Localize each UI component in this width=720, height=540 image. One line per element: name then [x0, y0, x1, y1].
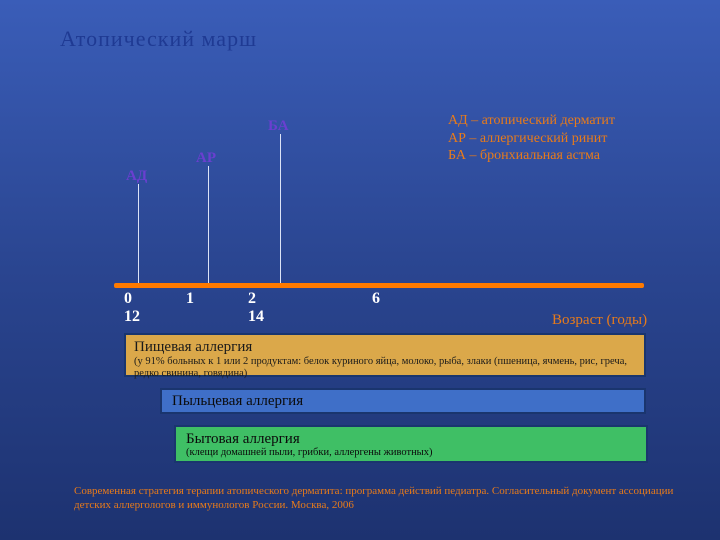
series-label: АР	[196, 150, 216, 167]
food-allergy-box: Пищевая аллергия (у 91% больных к 1 или …	[124, 333, 646, 377]
tick-label: 1	[186, 290, 194, 308]
x-axis-label: Возраст (годы)	[552, 312, 647, 329]
series-bar	[208, 166, 209, 284]
food-allergy-sub: (у 91% больных к 1 или 2 продуктам: бело…	[134, 356, 636, 379]
series-label: БА	[268, 118, 289, 135]
household-allergy-box: Бытовая аллергия (клещи домашней пыли, г…	[174, 425, 648, 463]
series-bar	[280, 134, 281, 284]
series-bar	[138, 184, 139, 284]
tick-label: 6	[372, 290, 380, 308]
x-axis	[114, 283, 644, 288]
pollen-allergy-box: Пыльцевая аллергия	[160, 388, 646, 414]
household-allergy-sub: (клещи домашней пыли, грибки, аллергены …	[186, 447, 636, 458]
citation: Современная стратегия терапии атопическо…	[74, 485, 684, 513]
tick-label: 12	[124, 308, 140, 326]
tick-label: 2	[248, 290, 256, 308]
tick-label: 0	[124, 290, 132, 308]
legend-block: АД – атопический дерматит АР – аллергиче…	[448, 112, 688, 165]
page-title: Атопический марш	[60, 26, 257, 52]
tick-label: 14	[248, 308, 264, 326]
pollen-allergy-title: Пыльцевая аллергия	[172, 393, 303, 409]
legend-line: АД – атопический дерматит	[448, 112, 688, 130]
series-label: АД	[126, 168, 147, 185]
household-allergy-title: Бытовая аллергия	[186, 431, 300, 447]
legend-line: БА – бронхиальная астма	[448, 147, 688, 165]
food-allergy-title: Пищевая аллергия	[134, 339, 252, 355]
legend-line: АР – аллергический ринит	[448, 130, 688, 148]
